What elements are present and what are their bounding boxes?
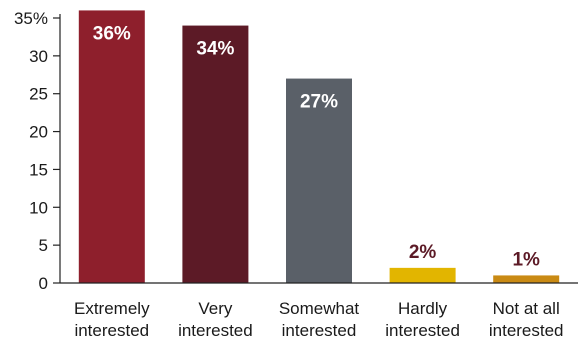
x-category-label: Not at all interested <box>489 299 564 340</box>
x-category-label: Extremely interested <box>74 299 150 340</box>
y-tick-label: 20 <box>29 123 48 142</box>
x-axis: Extremely interested Very interested Somewha… <box>60 282 578 340</box>
data-label: 34% <box>196 39 234 60</box>
bar <box>286 78 352 283</box>
data-label: 36% <box>93 23 131 44</box>
x-category-label: Very interested <box>178 299 253 340</box>
y-tick-label: 15 <box>29 160 48 179</box>
y-axis: 0 5 10 15 20 25 30 35% <box>14 9 61 293</box>
x-category-label: Hardly interested <box>385 299 460 340</box>
bars: 36% 34% 27% 2% 1% <box>78 10 560 284</box>
bar <box>182 25 249 283</box>
data-label: 27% <box>300 92 338 113</box>
y-tick-label: 30 <box>29 47 48 66</box>
y-tick-label: 35% <box>14 9 48 28</box>
data-label: 1% <box>512 249 540 270</box>
bar <box>78 10 145 284</box>
data-label: 2% <box>409 242 437 263</box>
bar <box>493 275 560 283</box>
y-tick-label: 0 <box>39 274 48 293</box>
x-category-label: Somewhat interested <box>279 299 360 340</box>
y-tick-label: 10 <box>29 198 48 217</box>
bar <box>389 267 456 283</box>
y-tick-label: 5 <box>39 236 48 255</box>
y-tick-label: 25 <box>29 85 48 104</box>
